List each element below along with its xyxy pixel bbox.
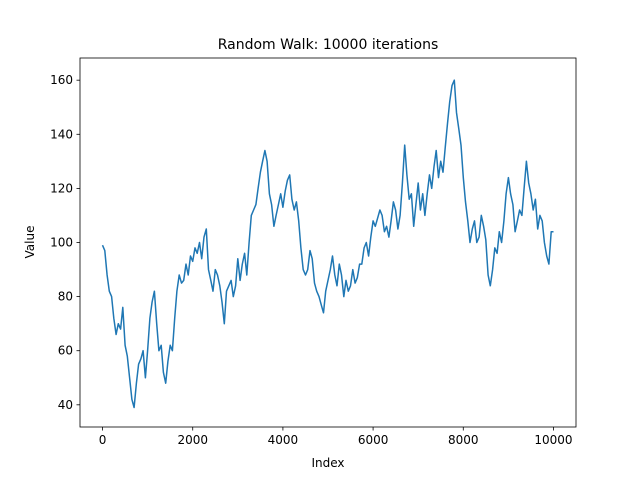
y-tick-label: 140 [50, 127, 73, 141]
y-tick-label: 100 [50, 236, 73, 250]
x-tick-label: 4000 [268, 433, 299, 447]
x-tick-label: 6000 [358, 433, 389, 447]
y-tick-label: 120 [50, 181, 73, 195]
x-axis: 0 2000 4000 6000 8000 10000 [99, 427, 573, 447]
x-tick-label: 10000 [534, 433, 572, 447]
y-axis-label: Value [23, 226, 37, 259]
x-tick-label: 8000 [448, 433, 479, 447]
y-tick-label: 40 [58, 398, 73, 412]
series-line-random-walk [101, 79, 554, 409]
x-tick-label: 0 [99, 433, 107, 447]
x-axis-label: Index [311, 456, 344, 470]
y-tick-label: 160 [50, 73, 73, 87]
x-tick-label: 2000 [177, 433, 208, 447]
y-axis: 40 60 80 100 120 140 160 [50, 73, 80, 412]
y-tick-label: 60 [58, 344, 73, 358]
y-tick-label: 80 [58, 290, 73, 304]
chart-title: Random Walk: 10000 iterations [218, 37, 439, 53]
